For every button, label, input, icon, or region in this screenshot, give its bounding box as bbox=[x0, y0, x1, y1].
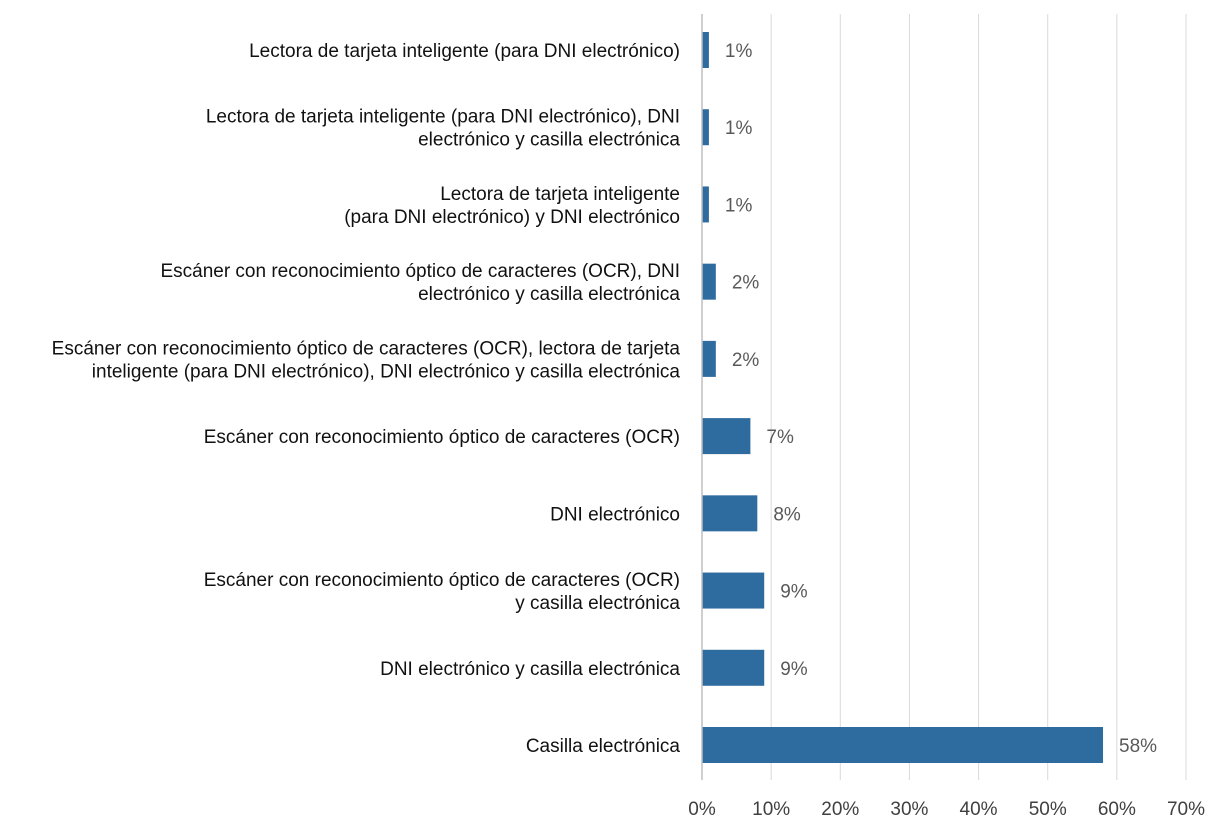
data-label: 1% bbox=[725, 118, 753, 139]
bar bbox=[702, 572, 765, 609]
category-label: DNI electrónico y casilla electrónica bbox=[380, 659, 680, 680]
data-label: 7% bbox=[766, 427, 794, 448]
data-label: 9% bbox=[780, 582, 808, 603]
data-label: 1% bbox=[725, 41, 753, 62]
x-tick-label: 10% bbox=[752, 799, 790, 820]
x-tick-label: 0% bbox=[688, 799, 716, 820]
bar bbox=[702, 263, 716, 300]
data-label: 8% bbox=[773, 504, 801, 525]
category-label: Casilla electrónica bbox=[526, 736, 681, 757]
category-label: DNI electrónico bbox=[550, 504, 680, 525]
data-label: 58% bbox=[1119, 736, 1157, 757]
bar bbox=[702, 727, 1104, 763]
category-label: Lectora de tarjeta inteligente (para DNI… bbox=[206, 107, 681, 151]
category-label: Lectora de tarjeta inteligente (para DNI… bbox=[249, 41, 680, 62]
x-tick-label: 50% bbox=[1029, 799, 1067, 820]
data-label: 2% bbox=[732, 350, 760, 371]
bar bbox=[702, 340, 716, 377]
x-tick-label: 60% bbox=[1098, 799, 1136, 820]
x-tick-label: 70% bbox=[1167, 799, 1205, 820]
category-label: Escáner con reconocimiento óptico de car… bbox=[204, 570, 681, 614]
bar bbox=[702, 109, 709, 146]
bar bbox=[702, 32, 709, 68]
bar bbox=[702, 649, 765, 686]
bar bbox=[702, 495, 758, 532]
data-label: 2% bbox=[732, 273, 760, 294]
bar bbox=[702, 418, 751, 455]
data-labels: 1% 1% 1% 2% 2% 7% 8% 9% 9% 58% bbox=[725, 41, 1157, 757]
category-label: Escáner con reconocimiento óptico de car… bbox=[160, 261, 680, 305]
category-labels: Lectora de tarjeta inteligente (para DNI… bbox=[52, 41, 681, 757]
x-tick-label: 20% bbox=[821, 799, 859, 820]
x-tick-label: 30% bbox=[890, 799, 928, 820]
x-tick-labels: 0% 10% 20% 30% 40% 50% 60% 70% bbox=[688, 799, 1205, 820]
data-label: 1% bbox=[725, 195, 753, 216]
category-label: Escáner con reconocimiento óptico de car… bbox=[52, 338, 681, 382]
bar bbox=[702, 186, 709, 223]
x-tick-label: 40% bbox=[960, 799, 998, 820]
bars bbox=[702, 32, 1104, 763]
category-label: Escáner con reconocimiento óptico de car… bbox=[204, 427, 680, 448]
category-label: Lectora de tarjeta inteligente (para DNI … bbox=[344, 184, 680, 228]
data-label: 9% bbox=[780, 659, 808, 680]
gridlines bbox=[770, 14, 1187, 780]
